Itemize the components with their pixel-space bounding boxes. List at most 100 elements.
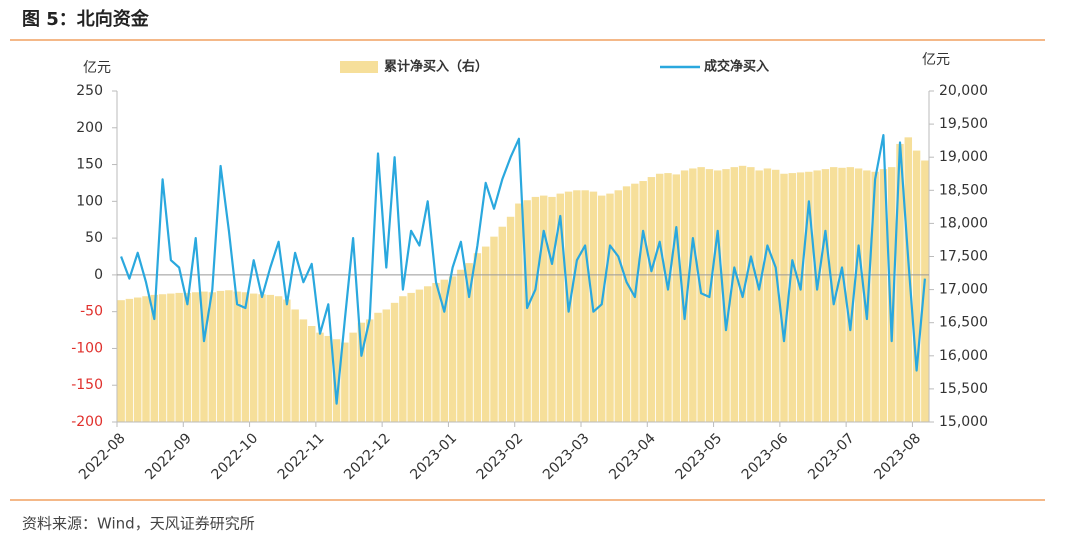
bar bbox=[432, 282, 440, 422]
bar bbox=[324, 335, 333, 422]
y-tick-label: 50 bbox=[85, 230, 103, 246]
x-tick-label: 2023-06 bbox=[739, 430, 792, 483]
bar bbox=[125, 298, 134, 422]
y2-tick-label: 17,000 bbox=[939, 282, 988, 298]
x-tick-label: 2023-02 bbox=[474, 430, 527, 483]
y-tick-label: -200 bbox=[71, 414, 103, 430]
bar bbox=[142, 296, 150, 422]
bar bbox=[846, 167, 855, 422]
bar bbox=[614, 190, 623, 422]
bar bbox=[407, 292, 415, 422]
x-tick-label: 2023-05 bbox=[673, 430, 726, 483]
y2-tick-label: 16,000 bbox=[939, 348, 988, 364]
y-tick-label: 200 bbox=[76, 120, 103, 136]
bar bbox=[631, 183, 639, 422]
bar bbox=[349, 332, 357, 422]
bar bbox=[689, 168, 697, 422]
bar bbox=[208, 292, 217, 422]
x-tick-label: 2023-04 bbox=[606, 430, 659, 483]
y2-tick-label: 15,500 bbox=[939, 381, 988, 397]
bar bbox=[854, 168, 863, 422]
bar bbox=[556, 193, 565, 422]
bar bbox=[912, 150, 921, 422]
bar bbox=[316, 332, 324, 422]
bar bbox=[191, 292, 200, 422]
bar bbox=[879, 169, 888, 422]
bar bbox=[655, 173, 664, 422]
bar bbox=[357, 322, 366, 422]
bar bbox=[863, 170, 871, 422]
bar bbox=[573, 190, 581, 422]
bar bbox=[805, 171, 813, 422]
bar bbox=[374, 312, 382, 422]
bar bbox=[200, 291, 208, 422]
bar bbox=[448, 276, 457, 422]
bar bbox=[672, 174, 681, 422]
bar bbox=[266, 294, 275, 422]
y2-tick-label: 16,500 bbox=[939, 315, 988, 331]
y2-unit: 亿元 bbox=[922, 52, 950, 68]
bar bbox=[887, 167, 896, 422]
chart-title: 图 5：北向资金 bbox=[22, 8, 150, 30]
bar bbox=[274, 296, 283, 422]
bar bbox=[664, 173, 672, 422]
legend-label: 成交净买入 bbox=[704, 59, 769, 75]
bar bbox=[796, 172, 805, 422]
bar bbox=[813, 170, 821, 422]
y2-tick-label: 19,500 bbox=[939, 116, 988, 132]
y2-tick-label: 20,000 bbox=[939, 83, 988, 99]
y-unit: 亿元 bbox=[83, 60, 111, 76]
bar bbox=[225, 290, 233, 422]
bar bbox=[722, 169, 730, 422]
bar bbox=[415, 289, 424, 422]
bar bbox=[307, 326, 316, 422]
bar bbox=[299, 319, 308, 422]
y2-tick-label: 15,000 bbox=[939, 414, 988, 430]
x-tick-label: 2022-12 bbox=[341, 430, 394, 483]
y2-tick-label: 18,000 bbox=[939, 215, 988, 231]
bar bbox=[241, 292, 250, 422]
y-tick-label: 250 bbox=[76, 83, 103, 99]
bar bbox=[465, 263, 473, 422]
bar bbox=[829, 167, 838, 422]
bar bbox=[515, 203, 523, 422]
bar bbox=[763, 168, 772, 422]
line bbox=[120, 134, 926, 405]
bar bbox=[730, 167, 739, 422]
x-tick-label: 2022-08 bbox=[76, 430, 129, 483]
bar bbox=[216, 290, 225, 422]
y-tick-label: -100 bbox=[71, 340, 103, 356]
bar bbox=[249, 293, 258, 422]
bar bbox=[365, 319, 374, 422]
bar bbox=[341, 342, 349, 422]
bar bbox=[523, 200, 531, 422]
bar bbox=[622, 186, 631, 422]
bar bbox=[399, 296, 407, 422]
bar bbox=[167, 293, 175, 422]
bar bbox=[150, 294, 159, 422]
y-tick-label: 150 bbox=[76, 157, 103, 173]
bar bbox=[838, 167, 846, 422]
bar bbox=[747, 167, 755, 422]
bar bbox=[896, 143, 904, 422]
x-tick-label: 2022-09 bbox=[142, 430, 195, 483]
bar bbox=[498, 226, 507, 422]
y2-tick-label: 19,000 bbox=[939, 149, 988, 165]
bar bbox=[473, 253, 482, 422]
bar bbox=[680, 170, 689, 422]
x-tick-label: 2023-08 bbox=[871, 430, 924, 483]
bar bbox=[871, 171, 879, 422]
bar bbox=[904, 137, 913, 422]
bar bbox=[639, 181, 647, 422]
bar bbox=[481, 246, 490, 422]
bar bbox=[423, 286, 432, 422]
bar bbox=[175, 292, 183, 422]
bar bbox=[771, 169, 780, 422]
bar bbox=[647, 177, 656, 422]
bar bbox=[440, 279, 449, 422]
y-tick-label: 0 bbox=[94, 267, 103, 283]
legend-label: 累计净买入（右） bbox=[384, 59, 488, 75]
bar bbox=[283, 299, 291, 422]
